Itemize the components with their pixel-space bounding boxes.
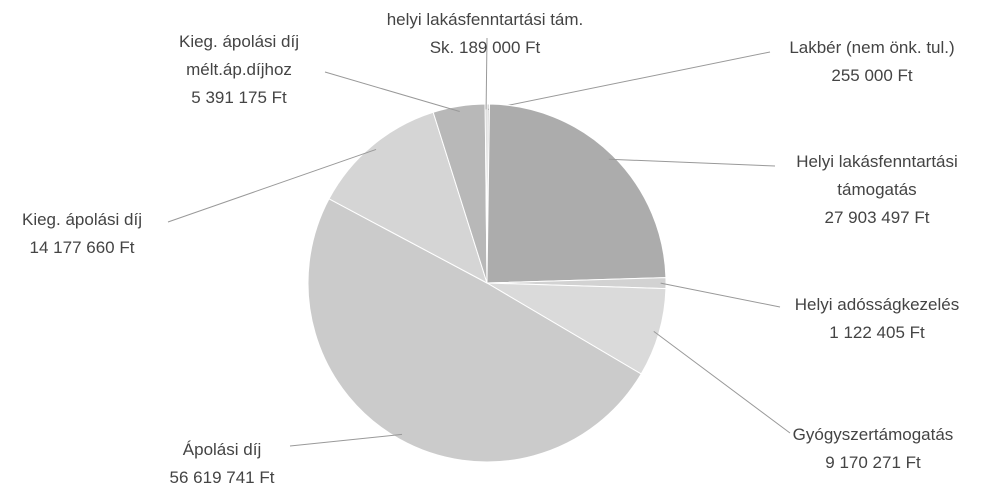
leader-line xyxy=(660,282,781,308)
leader-line xyxy=(608,158,776,167)
category-label: Helyi adósságkezelés xyxy=(794,295,960,314)
pie-slice xyxy=(486,103,667,284)
slice-label: Gyógyszertámogatás 9 170 271 Ft xyxy=(753,421,993,477)
pie-slice xyxy=(328,111,488,285)
value-label: 1 122 405 Ft xyxy=(829,323,925,342)
category-label: Kieg. ápolási díj xyxy=(21,210,143,229)
category-label: Ápolási díj xyxy=(182,440,262,459)
value-label: 27 903 497 Ft xyxy=(824,208,930,227)
leader-line xyxy=(488,51,771,110)
slice-label: helyi lakásfenntartási tám. Sk. 189 000 … xyxy=(385,6,585,62)
slice-label: Ápolási díj 56 619 741 Ft xyxy=(122,436,322,490)
pie-slice xyxy=(486,282,667,375)
slice-label: Helyi adósságkezelés 1 122 405 Ft xyxy=(757,291,993,347)
category-label: Lakbér (nem önk. tul.) xyxy=(789,38,955,57)
pie-slice xyxy=(307,198,642,463)
leader-line xyxy=(485,37,488,110)
slice-label: Lakbér (nem önk. tul.) 255 000 Ft xyxy=(742,34,993,90)
leader-line xyxy=(167,148,377,223)
value-label: 255 000 Ft xyxy=(831,66,913,85)
category-label: Helyi lakásfenntartási támogatás xyxy=(796,152,958,199)
category-label: Gyógyszertámogatás xyxy=(792,425,954,444)
leader-line xyxy=(653,330,791,434)
value-label: 14 177 660 Ft xyxy=(29,238,135,257)
value-label: 9 170 271 Ft xyxy=(825,453,921,472)
leader-line xyxy=(324,71,460,113)
value-label: 189 000 Ft xyxy=(459,38,541,57)
category-label: helyi lakásfenntartási tám. Sk. xyxy=(386,10,584,57)
slice-label: Helyi lakásfenntartási támogatás 27 903 4… xyxy=(772,148,982,232)
slice-label: Kieg. ápolási díj 14 177 660 Ft xyxy=(0,206,182,262)
leader-line xyxy=(289,433,403,447)
value-label: 5 391 175 Ft xyxy=(191,88,287,107)
category-label: Kieg. ápolási díj mélt.áp.díjhoz xyxy=(178,32,300,79)
value-label: 56 619 741 Ft xyxy=(169,468,275,487)
slice-label: Kieg. ápolási díj mélt.áp.díjhoz 5 391 17… xyxy=(149,28,329,112)
